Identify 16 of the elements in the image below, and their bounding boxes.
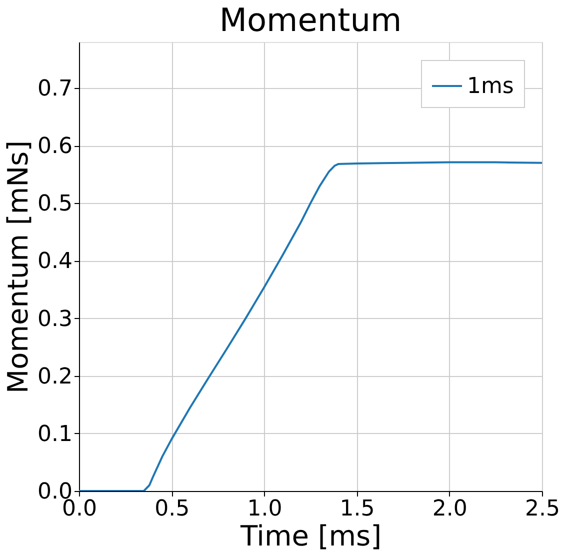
x-tick-label: 1.0 <box>247 496 282 522</box>
y-axis-title: Momentum [mNs] <box>2 140 35 394</box>
y-tick-label: 0.4 <box>38 249 72 274</box>
x-tick-label: 1.5 <box>340 496 375 522</box>
y-tick-label: 0.7 <box>38 76 72 102</box>
x-tick-label: 2.5 <box>525 496 560 522</box>
chart-title: Momentum <box>219 1 402 39</box>
x-tick-label: 0.5 <box>154 496 190 522</box>
y-tick-label: 0.3 <box>38 306 72 332</box>
x-tick-label: 2.0 <box>432 496 468 522</box>
y-tick-label: 0.1 <box>38 422 72 447</box>
y-tick-label: 0.5 <box>38 192 72 217</box>
y-tick-label: 0.6 <box>38 134 72 160</box>
x-axis-title: Time [ms] <box>239 520 382 552</box>
legend-label: 1ms <box>467 74 514 99</box>
y-tick-label: 0.2 <box>38 364 72 390</box>
